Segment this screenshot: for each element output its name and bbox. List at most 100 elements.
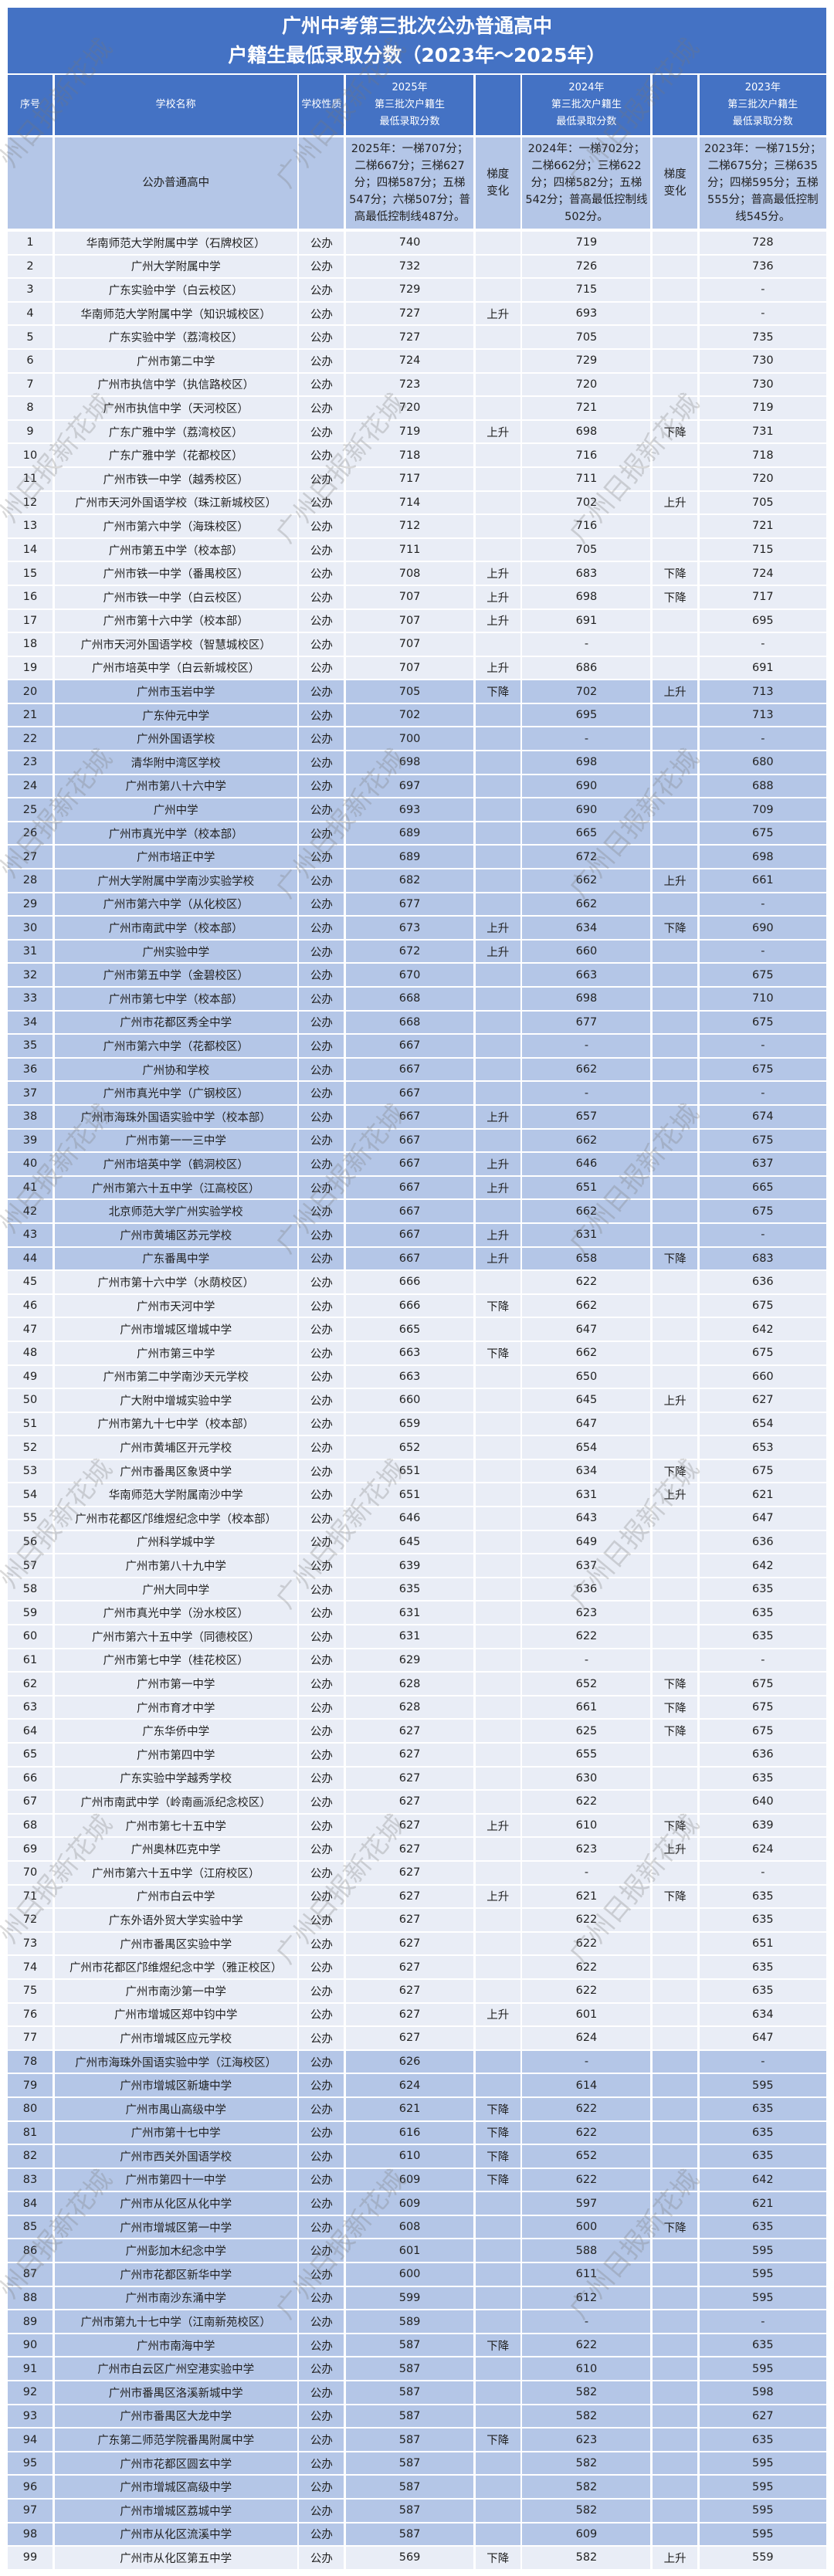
cell-seq: 54 xyxy=(8,1483,53,1507)
cell-score-2025: 587 xyxy=(346,2452,474,2475)
table-row: 58 广州大同中学 公办 635 636 635 xyxy=(8,1578,826,1601)
cell-score-2023: 690 xyxy=(699,917,826,939)
cell-trend-2025: 下降 xyxy=(475,2429,520,2451)
cell-score-2023: 660 xyxy=(699,1365,826,1388)
cell-score-2023: 675 xyxy=(699,822,826,845)
cell-score-2025: 627 xyxy=(346,1932,474,1955)
score-table: 广州中考第三批次公办普通高中 户籍生最低录取分数（2023年～2025年） 序号… xyxy=(8,8,826,229)
cell-trend-2024: 下降 xyxy=(653,1247,698,1270)
cell-school-name: 广东华侨中学 xyxy=(54,1720,297,1742)
table-row: 31 广州实验中学 公办 672 上升 660 - xyxy=(8,940,826,963)
cell-school-type: 公办 xyxy=(299,1507,344,1530)
cell-score-2024: 622 xyxy=(522,2334,651,2357)
table-row: 29 广州市第六中学（从化校区） 公办 677 662 - xyxy=(8,893,826,916)
cell-trend-2025 xyxy=(475,255,520,278)
cell-score-2025: 667 xyxy=(346,1176,474,1199)
cell-trend-2024: 上升 xyxy=(653,1389,698,1412)
cell-score-2023: 721 xyxy=(699,515,826,537)
cell-school-name: 广州市增城区高级中学 xyxy=(54,2476,297,2498)
table-row: 61 广州市第七中学（桂花校区） 公办 629 - - xyxy=(8,1649,826,1672)
table-row: 54 华南师范大学附属南沙中学 公办 651 631 上升 621 xyxy=(8,1483,826,1507)
cell-trend-2025: 下降 xyxy=(475,2097,520,2120)
cell-trend-2025 xyxy=(475,1507,520,1530)
cell-trend-2024 xyxy=(653,2523,698,2546)
cell-trend-2024 xyxy=(653,2168,698,2191)
cell-trend-2025 xyxy=(475,1389,520,1412)
cell-score-2024: 661 xyxy=(522,1696,651,1719)
cell-score-2025: 712 xyxy=(346,515,474,537)
cell-trend-2024 xyxy=(653,2310,698,2333)
cell-score-2024: 645 xyxy=(522,1389,651,1412)
cell-school-type: 公办 xyxy=(299,1956,344,1978)
cell-score-2024: 662 xyxy=(522,1200,651,1222)
cell-score-2025: 718 xyxy=(346,444,474,466)
cell-seq: 44 xyxy=(8,1247,53,1270)
cell-score-2023: 736 xyxy=(699,255,826,278)
cell-trend-2025 xyxy=(475,1720,520,1742)
cell-school-type: 公办 xyxy=(299,255,344,278)
cell-school-type: 公办 xyxy=(299,1082,344,1104)
header-trend-2024 xyxy=(653,75,698,135)
cell-seq: 93 xyxy=(8,2405,53,2428)
cell-seq: 98 xyxy=(8,2523,53,2546)
cell-trend-2024 xyxy=(653,893,698,916)
cell-score-2024: 622 xyxy=(522,2097,651,2120)
cell-school-type: 公办 xyxy=(299,1176,344,1199)
cell-score-2023: - xyxy=(699,302,826,325)
cell-school-type: 公办 xyxy=(299,680,344,703)
cell-seq: 92 xyxy=(8,2381,53,2404)
cell-school-type: 公办 xyxy=(299,1247,344,1270)
table-row: 48 广州市第三中学 公办 663 下降 662 675 xyxy=(8,1341,826,1364)
cell-score-2025: 587 xyxy=(346,2405,474,2428)
cell-seq: 5 xyxy=(8,326,53,348)
cell-score-2025: 627 xyxy=(346,1767,474,1790)
cell-trend-2025: 上升 xyxy=(475,1247,520,1270)
cell-school-name: 广州市第七中学（校本部） xyxy=(54,988,297,1010)
cell-school-name: 广州市西关外国语学校 xyxy=(54,2145,297,2168)
cell-score-2024: 651 xyxy=(522,1176,651,1199)
cell-school-name: 广州市执信中学（执信路校区） xyxy=(54,373,297,396)
cell-score-2023: 720 xyxy=(699,467,826,490)
cell-score-2024: 705 xyxy=(522,326,651,348)
cell-score-2024: 654 xyxy=(522,1436,651,1459)
cell-score-2023: 639 xyxy=(699,1814,826,1837)
cell-school-name: 广州大学附属中学 xyxy=(54,255,297,278)
table-row: 26 广州市真光中学（校本部） 公办 689 665 675 xyxy=(8,822,826,845)
table-row: 5 广东实验中学（荔湾校区） 公办 727 705 735 xyxy=(8,326,826,348)
cell-trend-2024 xyxy=(653,2405,698,2428)
cell-seq: 74 xyxy=(8,1956,53,1978)
cell-school-name: 广州市第六中学（从化校区） xyxy=(54,893,297,916)
cell-score-2025: 627 xyxy=(346,1744,474,1766)
cell-trend-2025: 下降 xyxy=(475,1341,520,1364)
table-row: 91 广州市白云区广州空港实验中学 公办 587 610 595 xyxy=(8,2357,826,2381)
cell-trend-2024 xyxy=(653,1744,698,1766)
cell-score-2025: 609 xyxy=(346,2192,474,2215)
cell-seq: 53 xyxy=(8,1459,53,1483)
table-row: 13 广州市第六中学（海珠校区） 公办 712 716 721 xyxy=(8,515,826,537)
cell-score-2024: 726 xyxy=(522,255,651,278)
cell-school-name: 广东番禺中学 xyxy=(54,1247,297,1270)
cell-trend-2025: 上升 xyxy=(475,609,520,632)
cell-score-2024: 705 xyxy=(522,538,651,561)
table-row: 46 广州市天河中学 公办 666 下降 662 675 xyxy=(8,1294,826,1317)
cell-trend-2025 xyxy=(475,1035,520,1057)
cell-seq: 71 xyxy=(8,1885,53,1908)
cell-school-type: 公办 xyxy=(299,1673,344,1695)
cell-score-2023: 675 xyxy=(699,964,826,986)
cell-score-2024: - xyxy=(522,1082,651,1104)
cell-seq: 95 xyxy=(8,2452,53,2475)
cell-score-2023: 595 xyxy=(699,2500,826,2522)
cell-seq: 73 xyxy=(8,1932,53,1955)
cell-school-name: 广州市第七中学（桂花校区） xyxy=(54,1649,297,1672)
table-row: 38 广州市海珠外国语实验中学（校本部） 公办 667 上升 657 674 xyxy=(8,1105,826,1128)
cell-trend-2025 xyxy=(475,1861,520,1884)
cell-trend-2025 xyxy=(475,2381,520,2404)
cell-school-name: 广州市第一中学 xyxy=(54,1673,297,1695)
cell-score-2025: 628 xyxy=(346,1696,474,1719)
cell-seq: 28 xyxy=(8,869,53,892)
cell-seq: 9 xyxy=(8,420,53,443)
cell-score-2023: 647 xyxy=(699,1507,826,1530)
table-row: 71 广州市白云中学 公办 627 上升 621 下降 635 xyxy=(8,1885,826,1908)
cell-score-2024: 631 xyxy=(522,1483,651,1507)
cell-trend-2024 xyxy=(653,940,698,963)
